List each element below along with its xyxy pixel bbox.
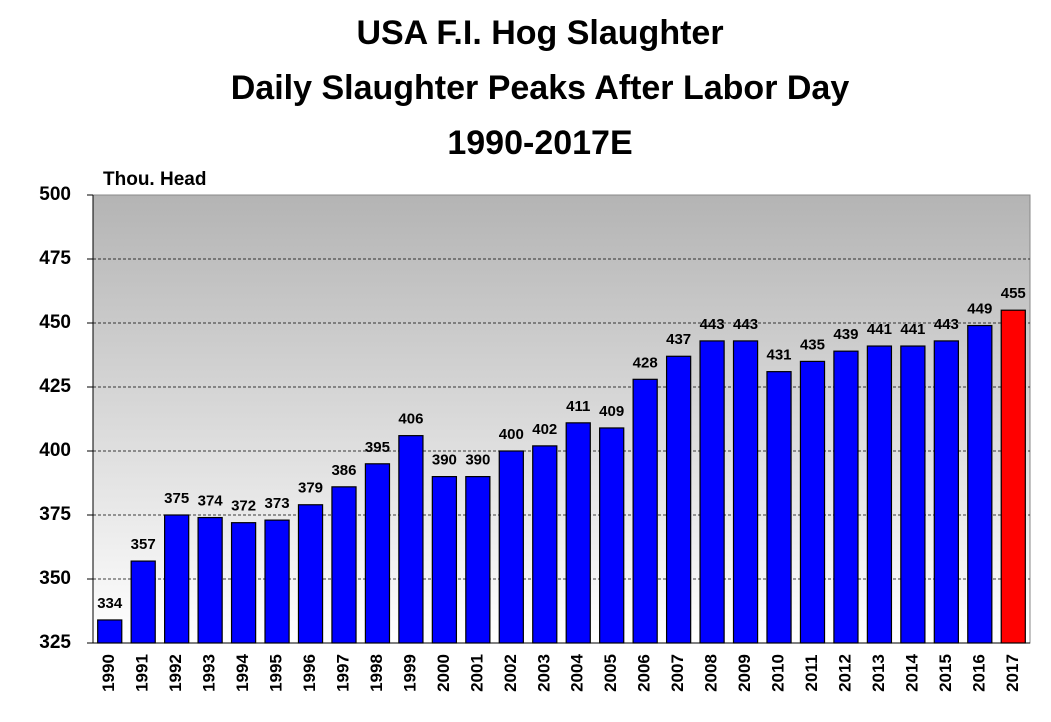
bar xyxy=(599,427,625,644)
value-label: 443 xyxy=(934,316,959,333)
x-tick-label: 1997 xyxy=(333,654,352,692)
x-tick-label: 1992 xyxy=(166,654,185,692)
y-tick-label: 500 xyxy=(39,184,71,205)
x-tick-label: 2001 xyxy=(467,654,486,692)
x-tick-label: 2000 xyxy=(434,654,453,692)
x-tick-label: 2005 xyxy=(601,654,620,692)
value-label: 435 xyxy=(800,336,825,353)
bar xyxy=(766,371,792,644)
value-label: 373 xyxy=(265,495,290,512)
chart-title: USA F.I. Hog Slaughter xyxy=(356,14,723,52)
bar xyxy=(130,560,156,644)
bar xyxy=(364,463,391,644)
value-label: 402 xyxy=(532,421,557,438)
x-tick-label: 2014 xyxy=(902,654,921,692)
value-label: 334 xyxy=(97,595,123,612)
bar xyxy=(431,476,458,644)
x-tick-label: 2007 xyxy=(668,654,687,692)
bar xyxy=(799,360,826,644)
bar xyxy=(97,619,123,644)
bar xyxy=(264,519,290,644)
y-tick-label: 450 xyxy=(39,312,71,333)
value-label: 379 xyxy=(298,480,323,497)
bar xyxy=(398,435,424,644)
x-tick-label: 1993 xyxy=(200,654,219,692)
bar xyxy=(866,345,893,644)
bar xyxy=(1000,309,1026,644)
bar xyxy=(632,378,658,644)
bar xyxy=(732,340,759,644)
bar xyxy=(532,445,558,644)
value-label: 439 xyxy=(833,326,858,343)
x-tick-label: 2010 xyxy=(769,654,788,692)
value-label: 390 xyxy=(432,452,457,469)
value-label: 406 xyxy=(398,411,423,428)
y-tick-label: 425 xyxy=(39,376,71,397)
value-label: 428 xyxy=(633,354,658,371)
x-tick-label: 1995 xyxy=(267,654,286,692)
value-label: 443 xyxy=(700,316,725,333)
bar xyxy=(665,355,692,644)
x-tick-label: 2008 xyxy=(702,654,721,692)
value-label: 372 xyxy=(231,498,256,515)
x-tick-label: 1994 xyxy=(233,654,252,692)
bar xyxy=(230,522,257,644)
bar xyxy=(297,504,324,644)
y-tick-label: 325 xyxy=(39,632,71,653)
value-label: 411 xyxy=(566,398,590,415)
y-axis-label: Thou. Head xyxy=(103,169,206,190)
y-tick-label: 400 xyxy=(39,440,71,461)
bar xyxy=(699,340,725,644)
y-tick-label: 375 xyxy=(39,504,71,525)
value-label: 443 xyxy=(733,316,758,333)
bar xyxy=(164,514,190,644)
y-tick-label: 475 xyxy=(39,248,71,269)
value-label: 431 xyxy=(767,347,792,364)
value-label: 390 xyxy=(465,452,490,469)
value-label: 386 xyxy=(331,462,356,479)
chart-title: Daily Slaughter Peaks After Labor Day xyxy=(231,69,850,107)
x-tick-label: 2003 xyxy=(534,654,553,692)
y-tick-label: 350 xyxy=(39,568,71,589)
x-tick-label: 2006 xyxy=(635,654,654,692)
x-tick-label: 2013 xyxy=(869,654,888,692)
x-tick-label: 1991 xyxy=(133,654,152,692)
value-label: 455 xyxy=(1001,285,1026,302)
x-tick-label: 2015 xyxy=(936,654,955,692)
value-label: 395 xyxy=(365,439,390,456)
value-label: 409 xyxy=(599,403,624,420)
value-label: 400 xyxy=(499,426,524,443)
bar xyxy=(465,476,491,644)
x-tick-label: 2002 xyxy=(501,654,520,692)
bar xyxy=(331,486,357,644)
value-label: 437 xyxy=(666,331,691,348)
x-tick-label: 1999 xyxy=(400,654,419,692)
x-tick-label: 1998 xyxy=(367,654,386,692)
x-tick-label: 2012 xyxy=(835,654,854,692)
bar xyxy=(498,450,524,644)
x-tick-label: 1996 xyxy=(300,654,319,692)
value-label: 441 xyxy=(900,321,925,338)
x-tick-label: 2004 xyxy=(568,654,587,692)
value-label: 357 xyxy=(131,536,156,553)
value-label: 375 xyxy=(164,490,189,507)
x-tick-label: 1990 xyxy=(99,654,118,692)
x-tick-label: 2011 xyxy=(802,655,821,692)
bar xyxy=(900,345,926,644)
x-tick-label: 2017 xyxy=(1003,654,1022,692)
bar xyxy=(565,422,591,644)
bar xyxy=(933,340,959,644)
value-label: 449 xyxy=(967,301,992,318)
bar xyxy=(967,324,993,644)
bar xyxy=(197,516,223,644)
bar xyxy=(833,350,859,644)
value-label: 374 xyxy=(198,493,224,510)
x-tick-label: 2016 xyxy=(969,654,988,692)
value-label: 441 xyxy=(867,321,892,338)
chart-title: 1990-2017E xyxy=(447,124,632,162)
x-tick-label: 2009 xyxy=(735,654,754,692)
